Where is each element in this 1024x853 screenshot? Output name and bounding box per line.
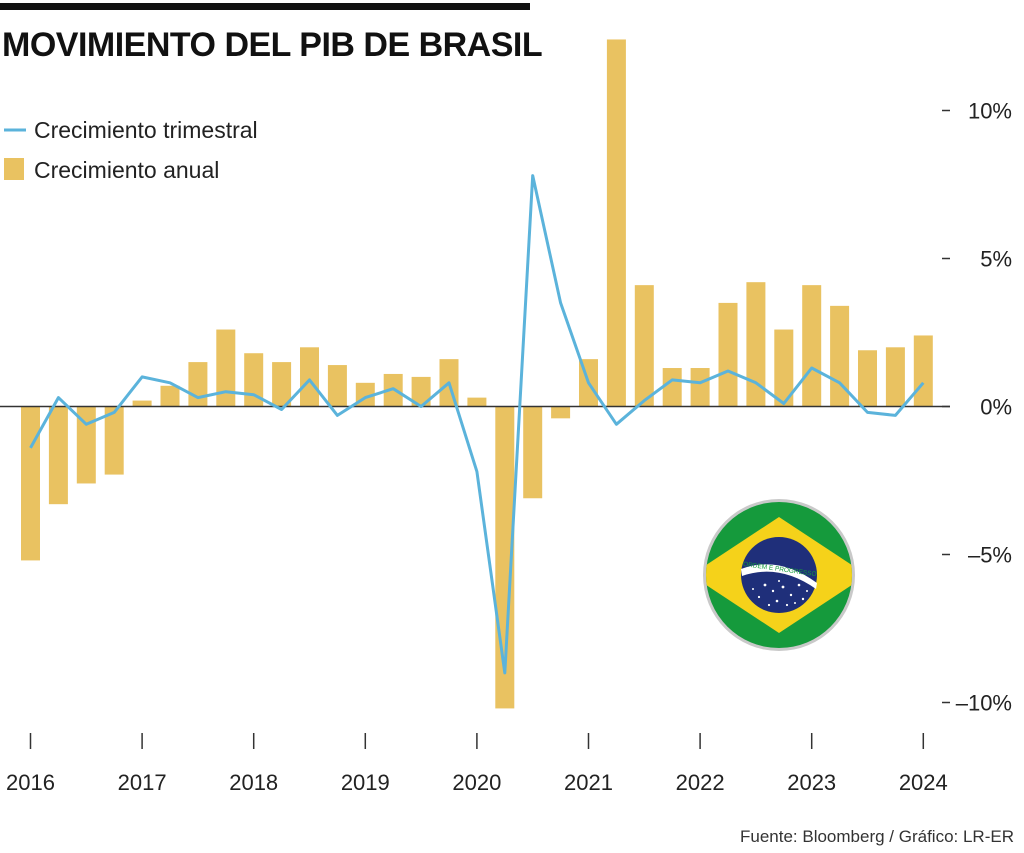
annual-bar [21, 406, 40, 561]
y-tick-label: 0% [980, 395, 1012, 420]
annual-bar [662, 368, 682, 407]
legend-bar-swatch [4, 158, 24, 180]
title-rule [0, 3, 530, 10]
annual-bar [411, 376, 431, 407]
annual-bar [774, 329, 794, 407]
source-note: Fuente: Bloomberg / Gráfico: LR-ER [739, 827, 1014, 846]
annual-bar [76, 406, 96, 484]
annual-bar [188, 362, 208, 407]
x-tick-label: 2019 [341, 770, 390, 795]
annual-bar [216, 329, 236, 407]
legend-label-annual: Crecimiento anual [34, 157, 219, 183]
legend-label-quarterly: Crecimiento trimestral [34, 117, 258, 143]
quarterly-line [29, 174, 925, 675]
y-tick-label: 5% [980, 247, 1012, 272]
x-tick-label: 2024 [899, 770, 948, 795]
legend: Crecimiento trimestral Crecimiento anual [4, 117, 258, 183]
annual-bar [858, 350, 877, 407]
annual-bar [746, 282, 766, 407]
annual-bar [272, 362, 292, 407]
x-tick-label: 2018 [229, 770, 278, 795]
annual-bar [160, 385, 180, 407]
x-tick-label: 2021 [564, 770, 613, 795]
brazil-flag-icon: ORDEM E PROGRESSO [703, 499, 855, 651]
y-axis: 10% 5% 0% –5% –10% [942, 99, 1012, 716]
annual-bar [327, 365, 347, 407]
x-tick-label: 2016 [6, 770, 55, 795]
y-tick-label: –10% [956, 691, 1012, 716]
y-tick-label: 10% [968, 99, 1012, 124]
annual-bar [913, 335, 933, 407]
x-tick-label: 2023 [787, 770, 836, 795]
annual-bar [48, 406, 68, 505]
annual-bar [523, 406, 543, 499]
annual-bar [718, 302, 738, 407]
annual-bar [802, 285, 822, 407]
x-axis: 2016 2017 2018 2019 2020 2021 2022 2023 2024 [6, 733, 948, 795]
x-tick-label: 2017 [118, 770, 167, 795]
chart-title: MOVIMIENTO DEL PIB DE BRASIL [2, 26, 543, 64]
x-tick-label: 2022 [676, 770, 725, 795]
annual-bar [606, 39, 626, 407]
annual-bar [467, 397, 487, 407]
annual-bar [634, 285, 654, 407]
annual-bar [551, 406, 571, 419]
annual-bar [132, 400, 152, 407]
annual-bar [104, 406, 124, 475]
annual-bar [300, 347, 319, 407]
annual-bar [690, 368, 710, 407]
x-tick-label: 2020 [452, 770, 501, 795]
y-tick-label: –5% [968, 543, 1012, 568]
annual-bar [885, 347, 905, 407]
